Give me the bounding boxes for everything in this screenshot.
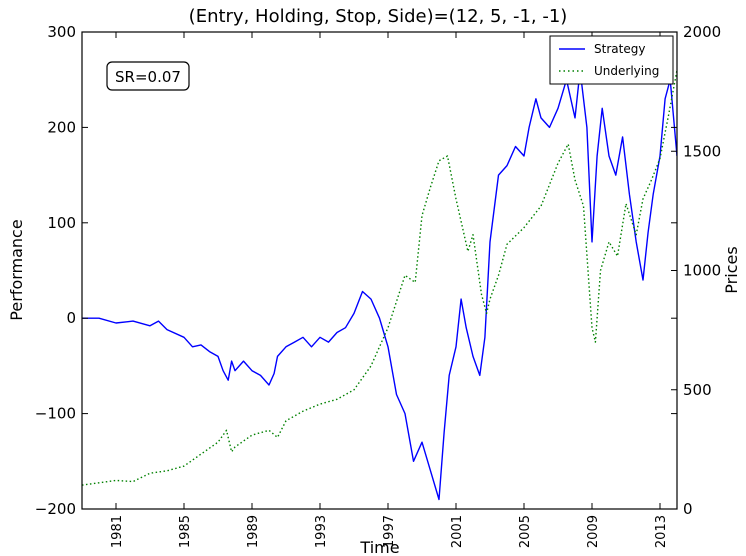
series-line-strategy xyxy=(82,69,677,501)
right-axis: 0 500 1000 1500 2000 xyxy=(671,23,721,518)
y-tick-label: 200 xyxy=(47,118,76,136)
left-axis: −200 −100 0 100 200 300 xyxy=(35,23,677,518)
sharpe-ratio-label: SR=0.07 xyxy=(115,68,181,86)
x-tick-label: 1981 xyxy=(110,515,125,548)
y2-tick-label: 1500 xyxy=(683,142,721,160)
x-tick-label: 1985 xyxy=(178,515,193,548)
x-axis-label: Time xyxy=(359,538,399,556)
x-tick-label: 1997 xyxy=(382,515,397,548)
y2-tick-label: 0 xyxy=(683,500,693,518)
y-tick-label: 0 xyxy=(66,309,76,327)
x-tick-label: 1993 xyxy=(314,515,329,548)
legend-box xyxy=(549,35,674,85)
y-tick-label: −100 xyxy=(35,405,76,423)
y-axis-label: Performance xyxy=(7,219,26,320)
series-layer xyxy=(82,69,677,501)
series-line-underlying xyxy=(82,70,677,486)
x-tick-label: 2001 xyxy=(450,515,465,548)
y2-axis-label: Prices xyxy=(722,246,741,293)
sharpe-ratio-box: SR=0.07 xyxy=(106,61,190,91)
legend-label-underlying: Underlying xyxy=(594,64,659,78)
y2-tick-label: 1000 xyxy=(683,262,721,280)
legend: Strategy Underlying xyxy=(549,35,674,85)
plot-area xyxy=(81,31,678,510)
y-tick-label: 100 xyxy=(47,214,76,232)
y-tick-label: −200 xyxy=(35,500,76,518)
x-axis: 1981 1985 1989 1993 1997 2001 2005 2009 2013 xyxy=(110,32,669,548)
y2-tick-label: 2000 xyxy=(683,23,721,41)
x-tick-label: 1989 xyxy=(246,515,261,548)
x-tick-label: 2005 xyxy=(518,515,533,548)
x-tick-label: 2013 xyxy=(654,515,669,548)
legend-label-strategy: Strategy xyxy=(594,42,645,56)
y-tick-label: 300 xyxy=(47,23,76,41)
y2-tick-label: 500 xyxy=(683,381,712,399)
chart-title: (Entry, Holding, Stop, Side)=(12, 5, -1,… xyxy=(189,6,568,27)
x-tick-label: 2009 xyxy=(586,515,601,548)
